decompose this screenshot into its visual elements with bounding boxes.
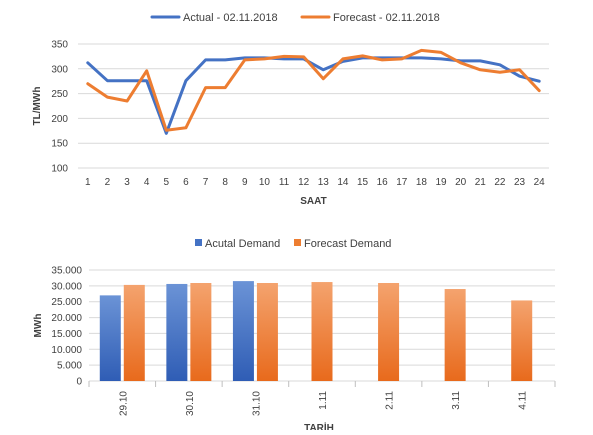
bar-x-axis-title: TARİH <box>304 421 334 430</box>
bar-forecast-demand <box>123 284 145 381</box>
line-x-tick-label: 6 <box>183 177 189 188</box>
line-x-tick-label: 4 <box>144 177 150 188</box>
line-x-tick-label: 18 <box>416 177 428 188</box>
bar-actual-demand <box>99 295 121 381</box>
bar-y-tick-label: 25.000 <box>51 297 82 308</box>
line-y-tick-label: 200 <box>51 114 68 125</box>
line-x-tick-label: 19 <box>436 177 448 188</box>
line-x-tick-label: 21 <box>475 177 487 188</box>
line-x-tick-label: 2 <box>105 177 111 188</box>
line-x-tick-label: 22 <box>494 177 506 188</box>
bar-forecast-demand <box>190 283 212 381</box>
bar-actual-demand <box>166 283 188 381</box>
line-x-tick-label: 9 <box>242 177 248 188</box>
legend-square-swatch <box>195 239 202 246</box>
bar-x-tick-label: 2.11 <box>385 391 396 410</box>
bar-y-tick-label: 10.000 <box>51 345 82 356</box>
bar-y-tick-label: 30.000 <box>51 281 82 292</box>
line-x-tick-label: 16 <box>377 177 389 188</box>
bar-actual-demand <box>232 281 254 381</box>
bar-forecast-demand <box>511 300 533 381</box>
bar-x-tick-label: 4.11 <box>518 391 529 410</box>
line-y-tick-label: 350 <box>51 40 68 51</box>
line-x-axis-title: SAAT <box>300 196 326 207</box>
line-x-tick-label: 24 <box>534 177 546 188</box>
bar-y-tick-label: 35.000 <box>51 266 82 277</box>
bar-y-tick-label: 0 <box>76 377 82 388</box>
bar-forecast-demand <box>311 282 333 381</box>
bar-y-tick-label: 20.000 <box>51 313 82 324</box>
line-y-tick-label: 100 <box>51 164 68 175</box>
legend-label: Actual - 02.11.2018 <box>183 12 278 24</box>
line-x-tick-label: 17 <box>396 177 408 188</box>
bar-forecast-demand <box>378 283 400 381</box>
bar-y-tick-label: 15.000 <box>51 329 82 340</box>
bar-x-tick-label: 31.10 <box>251 391 262 416</box>
line-series-forecast <box>86 48 541 132</box>
bar-x-tick-label: 30.10 <box>185 391 196 416</box>
bar-x-tick-label: 3.11 <box>451 391 462 410</box>
bar-x-tick-label: 1.11 <box>318 391 329 410</box>
bar-y-axis-title: MWh <box>33 314 44 338</box>
line-y-axis-title: TL/MWh <box>32 87 43 126</box>
line-x-tick-label: 12 <box>298 177 310 188</box>
legend-label: Forecast Demand <box>304 238 391 250</box>
line-x-tick-label: 11 <box>279 177 290 188</box>
line-x-tick-label: 20 <box>455 177 467 188</box>
line-x-tick-label: 14 <box>337 177 349 188</box>
line-x-tick-label: 3 <box>124 177 130 188</box>
legend-label: Acutal Demand <box>205 238 280 250</box>
bar-forecast-demand <box>256 283 278 381</box>
line-x-tick-label: 5 <box>164 177 170 188</box>
line-x-tick-label: 8 <box>222 177 228 188</box>
line-x-tick-label: 15 <box>357 177 369 188</box>
bar-y-tick-label: 5.000 <box>57 361 82 372</box>
line-x-tick-label: 13 <box>318 177 330 188</box>
line-x-tick-label: 10 <box>259 177 271 188</box>
line-y-tick-label: 250 <box>51 89 68 100</box>
line-x-tick-label: 7 <box>203 177 209 188</box>
legend-label: Forecast - 02.11.2018 <box>333 12 440 24</box>
line-x-tick-label: 1 <box>85 177 91 188</box>
bar-forecast-demand <box>444 289 466 381</box>
line-x-tick-label: 23 <box>514 177 526 188</box>
line-y-tick-label: 300 <box>51 64 68 75</box>
line-y-tick-label: 150 <box>51 139 68 150</box>
bar-x-tick-label: 29.10 <box>118 391 129 416</box>
legend-square-swatch <box>294 239 301 246</box>
